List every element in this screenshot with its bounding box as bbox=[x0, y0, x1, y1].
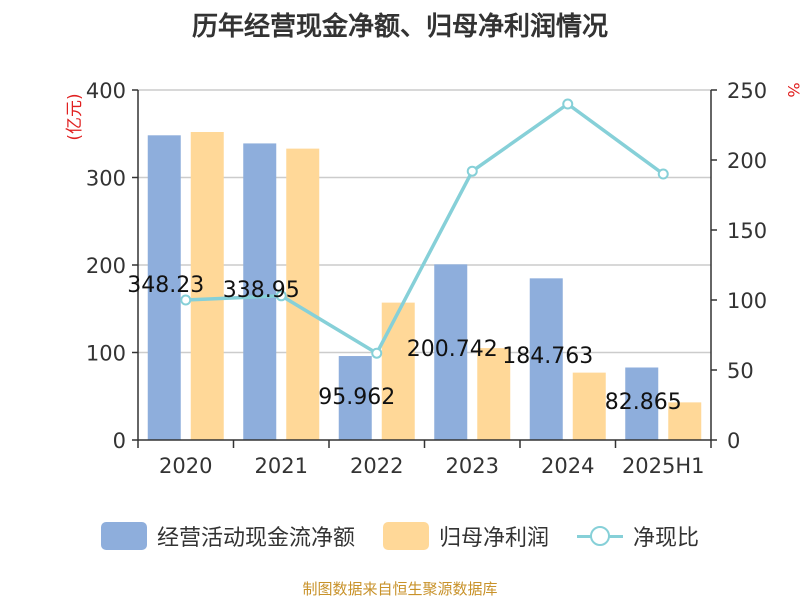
data-labels: 348.23 338.95 95.962 200.742 184.763 82.865 bbox=[127, 273, 681, 415]
y-right-tick-label: 200 bbox=[727, 149, 767, 173]
ratio-series-line bbox=[185, 102, 665, 355]
legend-item-cashflow[interactable]: 经营活动现金流净额 bbox=[100, 520, 355, 552]
x-tick-label: 2023 bbox=[446, 454, 499, 478]
y-right-tick-label: 0 bbox=[727, 429, 740, 453]
bars bbox=[147, 132, 702, 440]
ratio-point-2023 bbox=[466, 165, 478, 177]
y-right-tick-label: 150 bbox=[727, 219, 767, 243]
bar-profit-2021 bbox=[286, 148, 320, 440]
bar-profit-2025H1 bbox=[668, 402, 702, 440]
ratio-line bbox=[180, 98, 669, 359]
legend-item-ratio[interactable]: 净现比 bbox=[577, 520, 699, 552]
legend-swatch-ratio bbox=[577, 522, 623, 550]
bar-profit-2022 bbox=[381, 302, 415, 440]
bar-cashflow-2025H1 bbox=[625, 367, 659, 440]
x-tick-label: 2024 bbox=[541, 454, 594, 478]
y-left-tick-label: 100 bbox=[86, 342, 126, 366]
bar-cashflow-2022 bbox=[338, 356, 372, 440]
x-tick-label: 2022 bbox=[350, 454, 403, 478]
bar-profit-2024 bbox=[572, 372, 606, 440]
x-tick-label: 2021 bbox=[255, 454, 308, 478]
bar-cashflow-2021 bbox=[243, 143, 277, 440]
legend-swatch-profit bbox=[382, 522, 429, 550]
data-label-2024: 184.763 bbox=[502, 344, 593, 369]
axes: 0 100 200 300 400 0 50 100 150 200 250 2020 2021 2022… bbox=[65, 79, 800, 478]
legend-swatch-cashflow bbox=[100, 522, 147, 550]
x-tick-label: 2025H1 bbox=[622, 454, 705, 478]
y-right-tick-label: 250 bbox=[727, 79, 767, 103]
y-right-axis-label: % bbox=[784, 82, 800, 97]
source-note: 制图数据来自恒生聚源数据库 bbox=[302, 580, 498, 598]
y-right-tick-label: 100 bbox=[727, 289, 767, 313]
ratio-point-2025H1 bbox=[657, 168, 669, 180]
ratio-point-2024 bbox=[562, 98, 574, 110]
chart-title: 历年经营现金净额、归母净利润情况 bbox=[191, 12, 608, 42]
data-label-2021: 338.95 bbox=[223, 278, 300, 303]
legend-label-profit: 归母净利润 bbox=[438, 526, 549, 551]
legend-label-ratio: 净现比 bbox=[633, 526, 700, 551]
data-label-2023: 200.742 bbox=[407, 337, 498, 362]
data-label-2025H1: 82.865 bbox=[605, 390, 682, 415]
bar-cashflow-2024 bbox=[529, 278, 563, 440]
bar-profit-2020 bbox=[190, 132, 224, 440]
legend: 经营活动现金流净额 归母净利润 净现比 bbox=[0, 516, 800, 556]
legend-item-profit[interactable]: 归母净利润 bbox=[382, 520, 549, 552]
data-label-2022: 95.962 bbox=[318, 385, 395, 410]
y-left-tick-label: 200 bbox=[86, 254, 126, 278]
legend-label-cashflow: 经营活动现金流净额 bbox=[156, 526, 355, 551]
y-right-tick-label: 50 bbox=[727, 359, 754, 383]
x-tick-label: 2020 bbox=[159, 454, 212, 478]
y-left-tick-label: 400 bbox=[86, 79, 126, 103]
bar-cashflow-2020 bbox=[147, 135, 181, 440]
data-label-2020: 348.23 bbox=[127, 273, 204, 298]
bar-cashflow-2023 bbox=[434, 264, 468, 440]
ratio-point-2021 bbox=[275, 290, 287, 302]
ratio-point-2022 bbox=[371, 347, 383, 359]
y-left-tick-label: 0 bbox=[113, 429, 126, 453]
y-left-axis-label: (亿元) bbox=[65, 93, 85, 140]
y-left-tick-label: 300 bbox=[86, 167, 126, 191]
bar-profit-2023 bbox=[477, 348, 511, 440]
grid-lines bbox=[138, 89, 711, 354]
ratio-point-2020 bbox=[180, 294, 192, 306]
